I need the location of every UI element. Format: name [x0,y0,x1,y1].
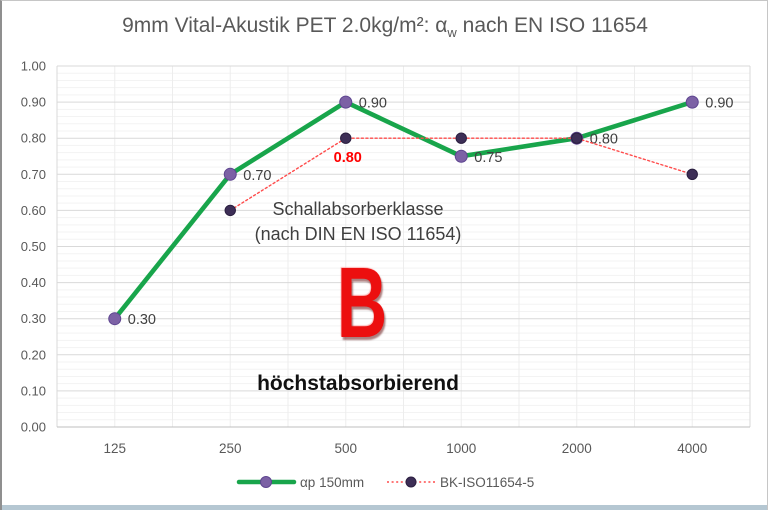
y-tick-label: 0.60 [21,203,46,218]
series-marker-0 [223,167,237,181]
y-tick-label: 0.90 [21,95,46,110]
chart-title-subscript: w [447,25,457,40]
series-marker-0 [108,312,122,326]
y-tick-label: 0.00 [21,420,46,435]
data-label: 0.80 [590,132,618,148]
x-tick-label: 500 [334,441,357,456]
series-marker-0 [685,95,699,109]
absorber-class-annotation: Schallabsorberklasse (nach DIN EN ISO 11… [158,197,558,247]
absorber-class-line2: (nach DIN EN ISO 11654) [254,224,462,244]
x-tick-label: 4000 [677,441,707,456]
data-label: 0.75 [474,150,502,166]
series-marker-1 [571,132,583,144]
y-tick-label: 0.40 [21,275,46,290]
series-marker-1 [455,132,467,144]
series-marker-1 [224,204,236,217]
chart-title-text: 9mm Vital-Akustik PET 2.0kg/m²: α [122,14,448,37]
x-tick-label: 1000 [446,441,476,456]
y-tick-label: 0.20 [21,347,46,362]
x-tick-label: 2000 [562,441,592,456]
y-tick-label: 0.80 [21,131,46,146]
chart-title: 9mm Vital-Akustik PET 2.0kg/m²: αw nach … [2,14,767,40]
window-bottom-edge [2,505,767,510]
y-tick-label: 0.30 [21,311,46,326]
series-marker-0 [454,149,468,163]
legend-marker-0 [260,476,272,488]
x-tick-label: 125 [103,441,126,456]
series-line-0 [112,99,695,322]
series-marker-0 [339,95,353,109]
data-label: 0.80 [334,150,362,166]
absorber-class-description: höchstabsorbierend [257,372,459,395]
absorber-class-line1: Schallabsorberklasse [272,199,444,219]
y-tick-label: 0.10 [21,383,46,398]
legend-marker-1 [405,476,417,488]
x-tick-label: 250 [219,441,242,456]
legend-label-0: αp 150mm [300,475,364,490]
absorber-class-letter: B [336,247,388,359]
series-marker-1 [340,132,352,144]
y-tick-label: 0.50 [21,239,46,254]
chart-title-suffix: nach EN ISO 11654 [456,14,648,37]
data-label: 0.30 [128,312,156,328]
y-tick-label: 1.00 [21,59,46,74]
y-tick-label: 0.70 [21,167,46,182]
legend-label-1: BK-ISO11654-5 [440,475,534,490]
data-label: 0.90 [705,96,733,112]
series-marker-1 [686,168,698,181]
data-label: 0.70 [243,168,271,184]
data-label: 0.90 [359,96,387,112]
